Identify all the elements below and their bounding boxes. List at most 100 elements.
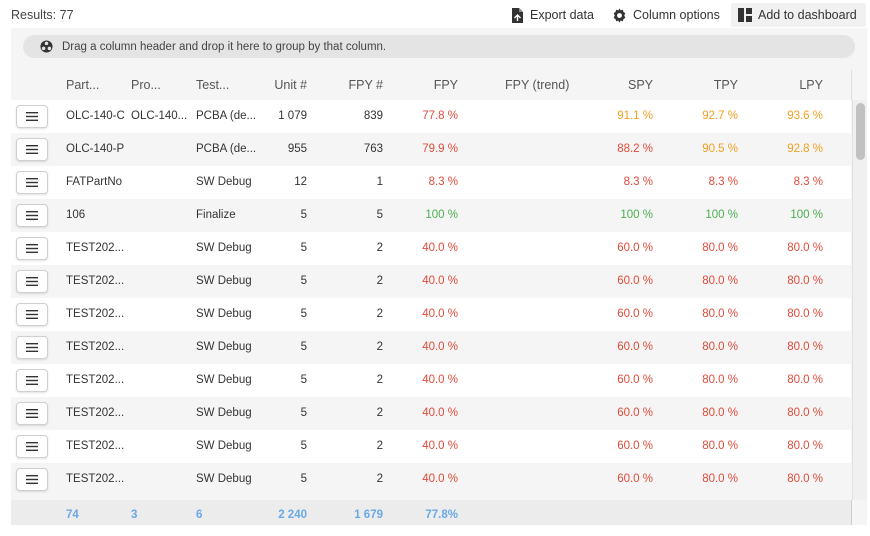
table-row[interactable]: TEST202... SW Debug 5 2 40.0 % 60.0 % 80.0 % 80… — [11, 397, 851, 430]
table-row[interactable]: TEST202... SW Debug 5 2 40.0 % 60.0 % 80.0 % 80… — [11, 331, 851, 364]
cell-test: SW Debug — [196, 275, 252, 287]
add-to-dashboard-button[interactable]: Add to dashboard — [731, 3, 866, 27]
cell-spy: 8.3 % — [623, 176, 653, 188]
cell-unit: 5 — [300, 440, 307, 452]
grid-panel: Drag a column header and drop it here to… — [11, 28, 867, 525]
row-menu-button[interactable] — [16, 435, 48, 458]
table-row[interactable]: TEST202... SW Debug 5 2 40.0 % 60.0 % 80.0 % 80… — [11, 430, 851, 463]
row-menu-button[interactable] — [16, 105, 48, 128]
grid-header: Part... Pro... Test... Unit # FPY # FPY … — [11, 70, 851, 100]
row-menu-button[interactable] — [16, 138, 48, 161]
cell-part: TEST202... — [66, 242, 125, 254]
cell-tpy: 80.0 % — [702, 308, 738, 320]
column-options-button[interactable]: Column options — [612, 3, 720, 27]
row-menu-button[interactable] — [16, 336, 48, 359]
cell-part: TEST202... — [66, 374, 125, 386]
cell-lpy: 80.0 % — [787, 275, 823, 287]
column-header-fpy-trend[interactable]: FPY (trend) — [505, 78, 570, 92]
cell-spy: 60.0 % — [617, 374, 653, 386]
column-header-test[interactable]: Test... — [196, 78, 230, 92]
cell-part: TEST202... — [66, 341, 125, 353]
hamburger-icon — [26, 343, 38, 352]
cell-unit: 5 — [300, 407, 307, 419]
table-row[interactable]: 106 Finalize 5 5 100 % 100 % 100 % 100 % — [11, 199, 851, 232]
column-header-lpy[interactable]: LPY — [799, 78, 823, 92]
grid-body: OLC-140-C OLC-140... PCBA (de... 1 079 839 77… — [11, 100, 851, 500]
cell-fpy-count: 2 — [376, 341, 383, 353]
row-menu-button[interactable] — [16, 303, 48, 326]
row-menu-button[interactable] — [16, 270, 48, 293]
hamburger-icon — [26, 376, 38, 385]
cell-tpy: 90.5 % — [702, 143, 738, 155]
cell-spy: 60.0 % — [617, 308, 653, 320]
column-header-spy[interactable]: SPY — [627, 78, 653, 92]
cell-lpy: 80.0 % — [787, 374, 823, 386]
export-data-label: Export data — [530, 8, 594, 22]
cell-spy: 88.2 % — [617, 143, 653, 155]
gear-icon — [613, 7, 626, 23]
cell-spy: 60.0 % — [617, 275, 653, 287]
footer-fpy-count-total: 1 679 — [354, 509, 383, 521]
cell-lpy: 100 % — [790, 209, 823, 221]
row-menu-button[interactable] — [16, 204, 48, 227]
cell-test: Finalize — [196, 209, 236, 221]
cell-fpy: 40.0 % — [422, 374, 458, 386]
column-header-fpy-count[interactable]: FPY # — [348, 78, 383, 92]
cell-process: OLC-140... — [131, 110, 188, 122]
cell-lpy: 80.0 % — [787, 473, 823, 485]
table-row[interactable]: TEST202... SW Debug 5 2 40.0 % 60.0 % 80.0 % 80… — [11, 298, 851, 331]
cell-test: SW Debug — [196, 242, 252, 254]
table-row[interactable]: OLC-140-C OLC-140... PCBA (de... 1 079 839 77… — [11, 100, 851, 133]
cell-fpy-count: 839 — [363, 110, 383, 122]
hamburger-icon — [26, 178, 38, 187]
cell-part: 106 — [66, 209, 86, 221]
column-header-unit[interactable]: Unit # — [274, 78, 307, 92]
table-row[interactable]: TEST202... SW Debug 5 2 40.0 % 60.0 % 80.0 % 80… — [11, 265, 851, 298]
cell-unit: 5 — [300, 374, 307, 386]
row-menu-button[interactable] — [16, 402, 48, 425]
add-to-dashboard-label: Add to dashboard — [758, 8, 857, 22]
cell-lpy: 80.0 % — [787, 242, 823, 254]
hamburger-icon — [26, 442, 38, 451]
footer-process-count: 3 — [131, 509, 138, 521]
footer-test-count: 6 — [196, 509, 203, 521]
cell-fpy: 40.0 % — [422, 407, 458, 419]
cell-fpy-count: 2 — [376, 242, 383, 254]
cell-part: OLC-140-P — [66, 143, 125, 155]
table-row[interactable]: TEST202... SW Debug 5 2 40.0 % 60.0 % 80.0 % 80… — [11, 364, 851, 397]
row-menu-button[interactable] — [16, 468, 48, 491]
column-header-process[interactable]: Pro... — [131, 78, 161, 92]
cell-fpy-count: 2 — [376, 275, 383, 287]
table-row[interactable]: TEST202... SW Debug 5 2 40.0 % 60.0 % 80.0 % 80… — [11, 463, 851, 496]
cell-tpy: 80.0 % — [702, 374, 738, 386]
row-menu-button[interactable] — [16, 369, 48, 392]
cell-fpy: 40.0 % — [422, 275, 458, 287]
cell-fpy-count: 2 — [376, 473, 383, 485]
footer-unit-total: 2 240 — [278, 509, 307, 521]
cell-test: SW Debug — [196, 341, 252, 353]
cell-test: PCBA (de... — [196, 143, 257, 155]
group-icon — [40, 40, 53, 53]
cell-spy: 60.0 % — [617, 407, 653, 419]
row-menu-button[interactable] — [16, 237, 48, 260]
cell-part: TEST202... — [66, 275, 125, 287]
cell-unit: 5 — [300, 473, 307, 485]
scrollbar-thumb[interactable] — [856, 103, 865, 160]
vertical-scrollbar[interactable] — [852, 100, 867, 500]
column-header-fpy[interactable]: FPY — [433, 78, 458, 92]
row-menu-button[interactable] — [16, 171, 48, 194]
table-row[interactable]: FATPartNo SW Debug 12 1 8.3 % 8.3 % 8.3 % 8.3 % — [11, 166, 851, 199]
column-header-tpy[interactable]: TPY — [713, 78, 738, 92]
column-header-part[interactable]: Part... — [66, 78, 100, 92]
cell-unit: 5 — [300, 209, 307, 221]
table-row[interactable]: TEST202... SW Debug 5 2 40.0 % 60.0 % 80.0 % 80… — [11, 232, 851, 265]
export-data-button[interactable]: Export data — [511, 3, 594, 27]
cell-spy: 60.0 % — [617, 341, 653, 353]
cell-unit: 5 — [300, 275, 307, 287]
table-row[interactable]: OLC-140-P PCBA (de... 955 763 79.9 % 88.2 % 90… — [11, 133, 851, 166]
cell-lpy: 80.0 % — [787, 341, 823, 353]
cell-spy: 100 % — [620, 209, 653, 221]
file-export-icon — [512, 7, 523, 23]
cell-spy: 60.0 % — [617, 242, 653, 254]
group-drop-zone[interactable]: Drag a column header and drop it here to… — [23, 35, 855, 58]
